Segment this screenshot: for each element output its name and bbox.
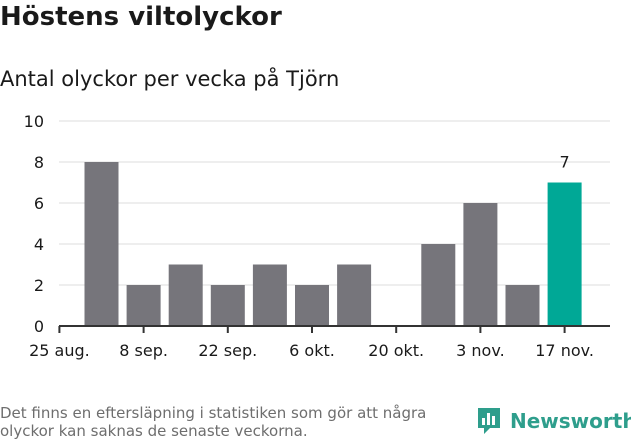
newsworthy-logo-icon (478, 408, 500, 434)
x-tick-label: 17 nov. (535, 341, 594, 360)
bar (126, 285, 161, 326)
x-tick-label: 22 sep. (198, 341, 257, 360)
bar (252, 264, 287, 326)
y-tick-label: 4 (34, 235, 44, 254)
data-label: 7 (560, 153, 570, 172)
chart-subtitle: Antal olyckor per vecka på Tjörn (0, 67, 340, 91)
x-tick-label: 25 aug. (29, 341, 90, 360)
highlight-bar (547, 182, 582, 326)
chart-title: Höstens viltolyckor (0, 2, 282, 32)
bar (421, 244, 456, 326)
y-tick-label: 8 (34, 153, 44, 172)
bar (168, 264, 203, 326)
bar (210, 285, 245, 326)
bar (84, 162, 119, 326)
bar-chart: 0 2 4 6 8 10 7 25 aug. 8 sep. 22 sep. 6 okt. 20 okt… (24, 112, 610, 360)
y-tick-label: 0 (34, 317, 44, 336)
y-tick-label: 2 (34, 276, 44, 295)
bar (463, 203, 498, 326)
bar (295, 285, 329, 326)
x-tick-label: 20 okt. (368, 341, 424, 360)
footnote: Det finns en eftersläpning i statistiken… (0, 404, 427, 440)
x-tick-label: 3 nov. (456, 341, 505, 360)
brand-name: Newsworthy (510, 409, 631, 433)
bar (505, 285, 540, 326)
bar (337, 264, 372, 326)
y-tick-label: 10 (24, 112, 44, 131)
x-tick-label: 8 sep. (119, 341, 168, 360)
x-tick-label: 6 okt. (289, 341, 335, 360)
brand-logo: Newsworthy (476, 406, 631, 436)
y-tick-label: 6 (34, 194, 44, 213)
